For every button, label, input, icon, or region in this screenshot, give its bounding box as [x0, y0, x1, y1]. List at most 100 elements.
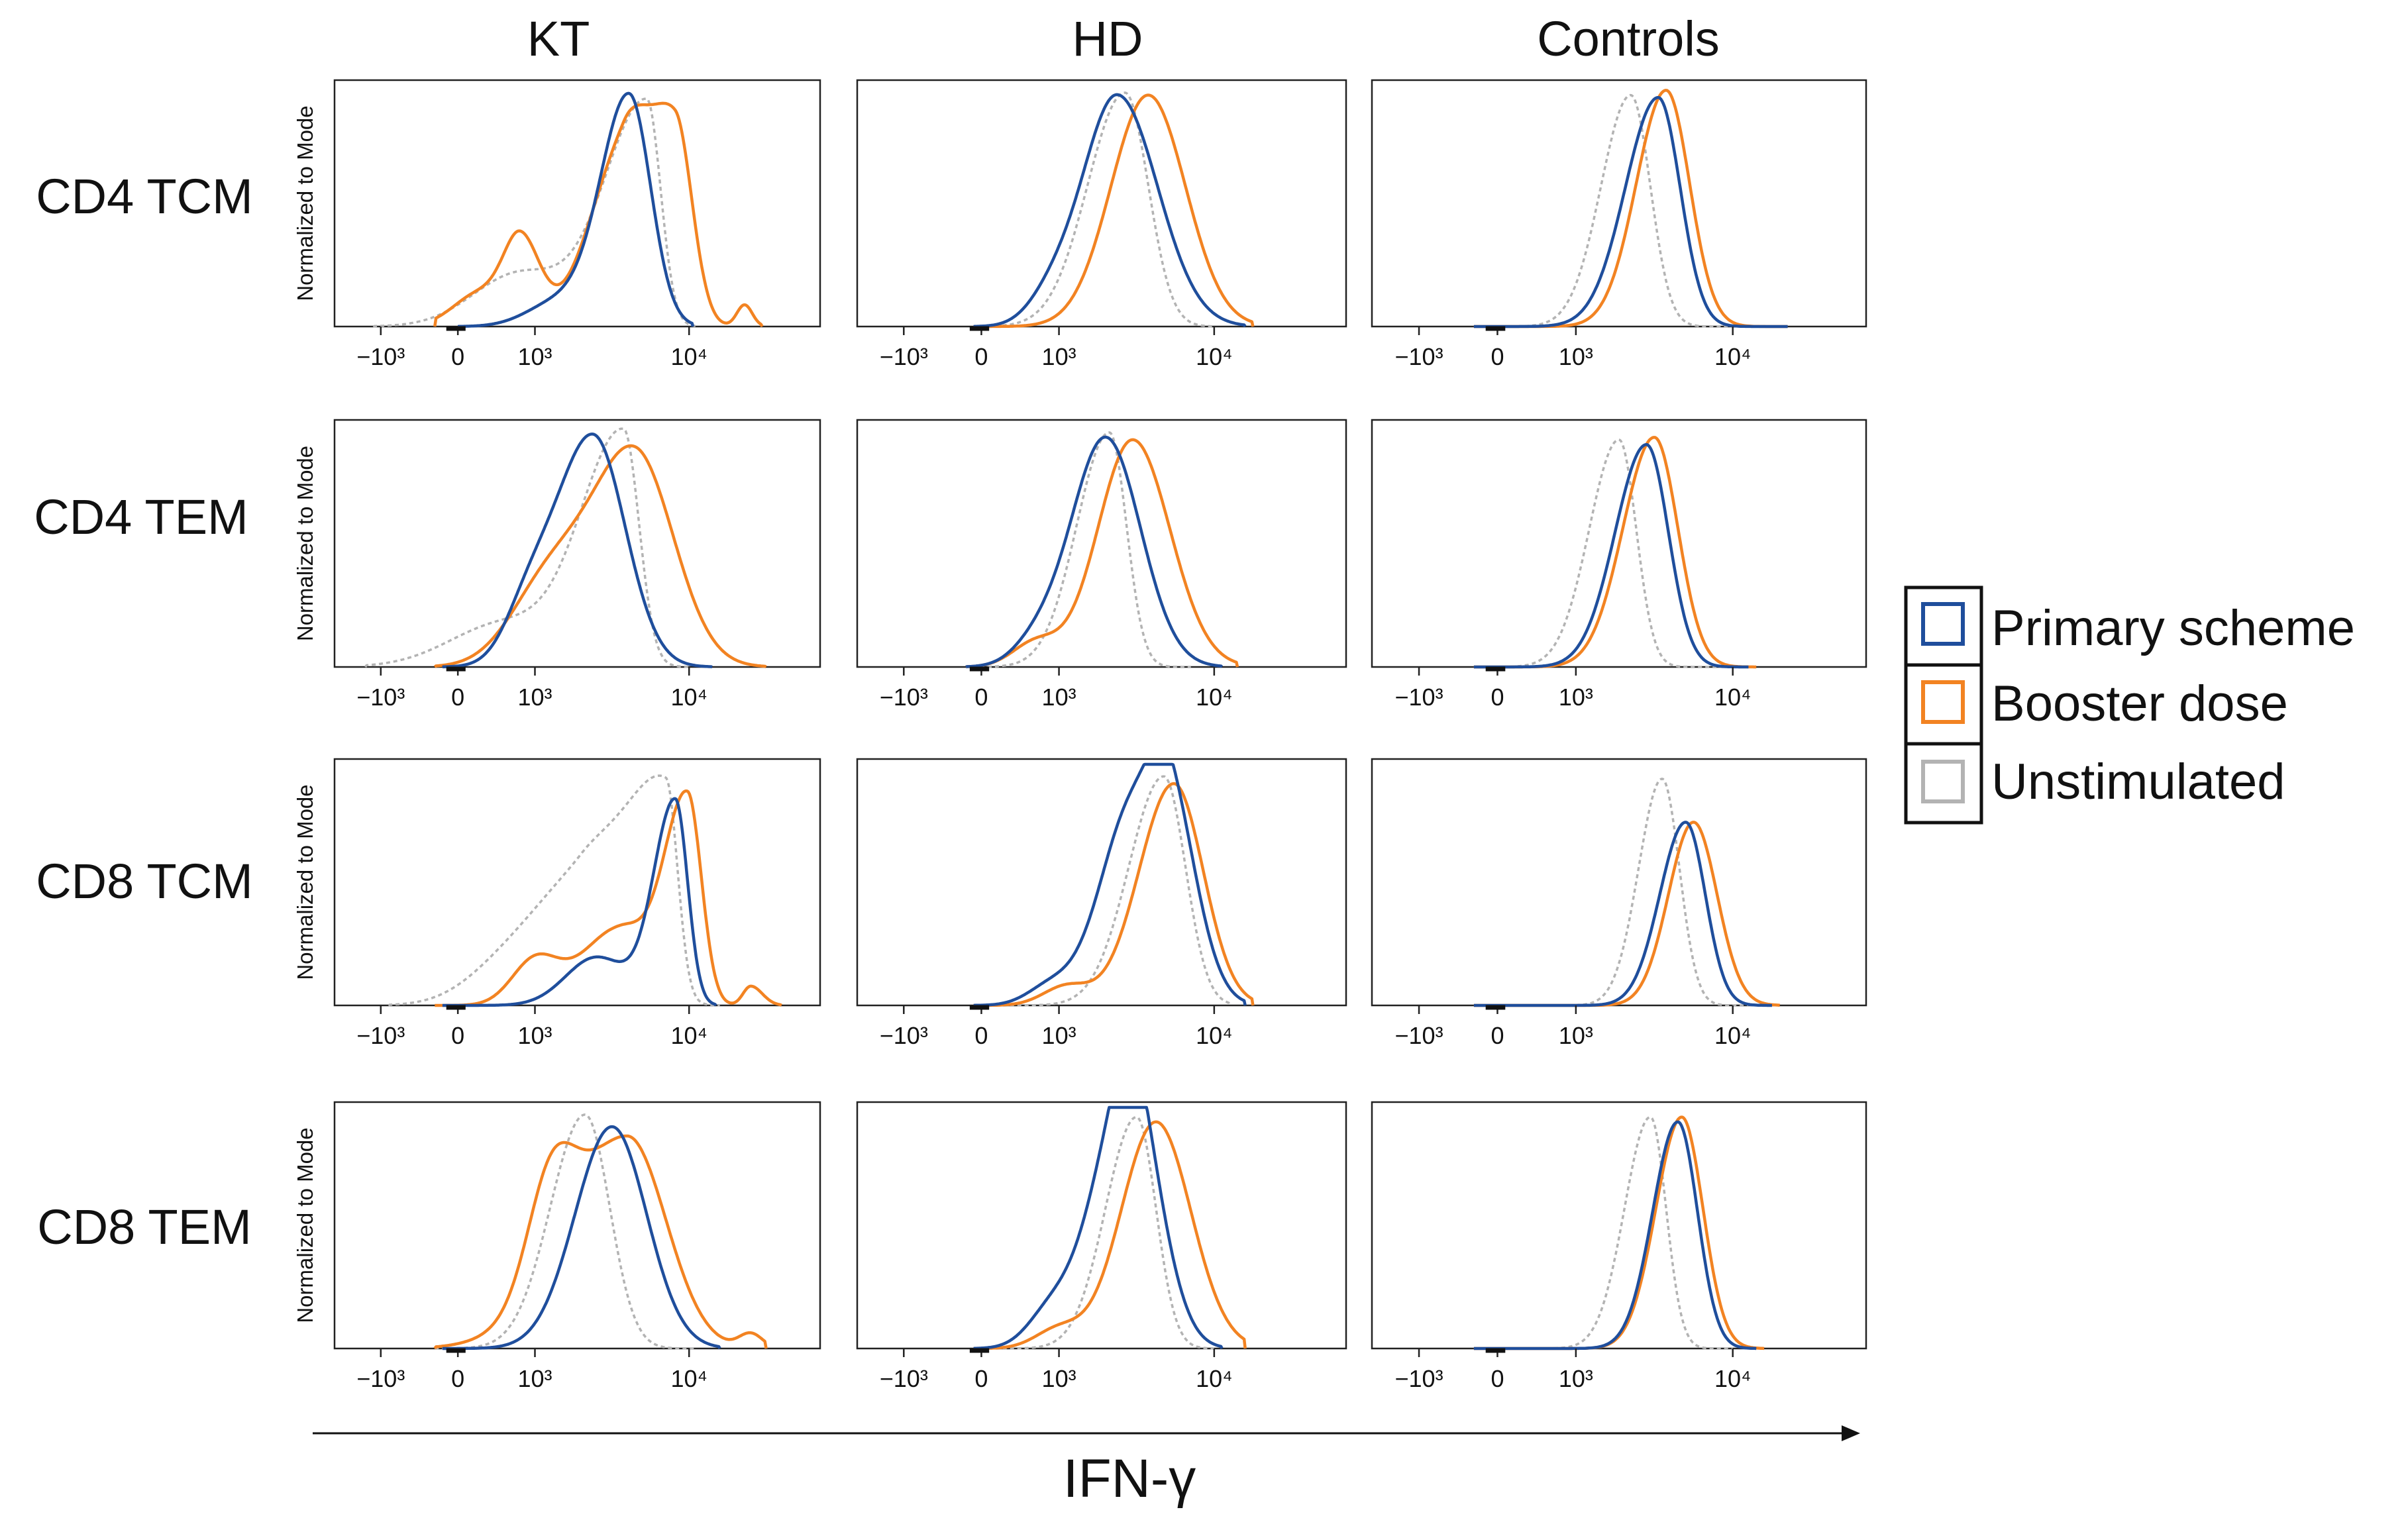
series-booster-curve — [435, 789, 782, 1007]
series-unstim-curve — [973, 91, 1215, 328]
series-primary-curve — [442, 432, 713, 669]
series-unstim-curve — [1473, 438, 1726, 668]
panel-frame — [333, 419, 821, 668]
legend-label-unstimulated: Unstimulated — [1991, 754, 2285, 810]
legend: Primary scheme Booster dose Unstimulated — [1904, 585, 2355, 825]
histogram-panel: Normalized to Mode −10³ 0 10³ 10⁴ — [293, 758, 821, 1049]
row-label-cd4-tem: CD4 TEM — [34, 489, 248, 544]
x-tick-label: 0 — [974, 343, 988, 370]
series-unstim-curve — [973, 1115, 1215, 1350]
histogram-panels: Normalized to Mode −10³ 0 10³ 10⁴ −10³ 0 10³ 10⁴… — [293, 79, 1867, 1392]
series-booster-curve — [433, 444, 767, 668]
series-unstim-curve — [388, 774, 720, 1007]
x-tick-label: 10³ — [517, 1022, 552, 1049]
row-label-cd4-tcm: CD4 TCM — [36, 169, 253, 224]
legend-swatch-primary — [1921, 602, 1965, 646]
series-primary-curve — [442, 1125, 721, 1350]
x-tick-label: 10³ — [1042, 684, 1076, 711]
series-primary-curve — [457, 91, 695, 329]
x-tick-label: −10³ — [1395, 684, 1443, 711]
series-primary-curve — [1473, 442, 1750, 669]
x-tick-label: 10³ — [517, 343, 552, 370]
histogram-panel: Normalized to Mode −10³ 0 10³ 10⁴ — [293, 1101, 821, 1392]
histogram-panel: −10³ 0 10³ 10⁴ — [856, 758, 1347, 1049]
panel-frame — [333, 79, 821, 328]
x-tick-label: 10³ — [1042, 343, 1076, 370]
x-tick-label: 0 — [974, 1022, 988, 1049]
series-booster-curve — [965, 438, 1239, 669]
histogram-panel: −10³ 0 10³ 10⁴ — [1371, 79, 1867, 370]
x-tick-label: 10³ — [1559, 343, 1593, 370]
x-tick-label: 10³ — [1559, 1365, 1593, 1392]
x-tick-label: 10³ — [1559, 684, 1593, 711]
x-tick-label: −10³ — [356, 343, 405, 370]
x-tick-label: 10⁴ — [1196, 1365, 1233, 1392]
x-tick-label: 10³ — [1559, 1022, 1593, 1049]
panel-frame — [856, 419, 1347, 668]
row-label-cd8-tcm: CD8 TCM — [36, 854, 253, 909]
histogram-panel: −10³ 0 10³ 10⁴ — [1371, 758, 1867, 1049]
x-tick-label: −10³ — [1395, 1365, 1443, 1392]
x-tick-label: 10³ — [1042, 1365, 1076, 1392]
x-tick-label: −10³ — [880, 684, 928, 711]
panel-frame — [333, 1101, 821, 1350]
y-axis-label: Normalized to Mode — [293, 1127, 317, 1323]
y-axis-label: Normalized to Mode — [293, 784, 317, 980]
x-axis-label: IFN-γ — [1063, 1449, 1196, 1509]
x-tick-label: −10³ — [880, 1365, 928, 1392]
x-tick-label: 10⁴ — [1196, 343, 1233, 370]
legend-label-booster: Booster dose — [1991, 676, 2288, 732]
panel-frame — [1371, 1101, 1867, 1350]
x-tick-label: 0 — [451, 1365, 464, 1392]
legend-label-primary: Primary scheme — [1991, 600, 2355, 656]
column-title-hd: HD — [1073, 11, 1143, 66]
x-tick-label: 10³ — [517, 1365, 552, 1392]
series-unstim-curve — [435, 1113, 698, 1350]
x-tick-label: −10³ — [1395, 1022, 1443, 1049]
x-axis-arrow-head — [1842, 1425, 1860, 1441]
histogram-panel: −10³ 0 10³ 10⁴ — [856, 79, 1347, 370]
x-tick-label: 10⁴ — [670, 684, 707, 711]
series-primary-curve — [442, 797, 717, 1007]
row-label-cd8-tem: CD8 TEM — [37, 1199, 251, 1254]
series-primary-curve — [1473, 1120, 1757, 1350]
y-axis-label: Normalized to Mode — [293, 446, 317, 641]
x-tick-label: 0 — [451, 684, 464, 711]
series-primary-curve — [1473, 95, 1789, 329]
series-primary-curve — [1473, 821, 1773, 1007]
column-title-kt: KT — [527, 11, 590, 66]
histogram-panel: −10³ 0 10³ 10⁴ — [1371, 419, 1867, 711]
legend-swatch-unstimulated — [1921, 760, 1965, 803]
x-tick-label: 10³ — [517, 684, 552, 711]
histogram-panel: Normalized to Mode −10³ 0 10³ 10⁴ — [293, 79, 821, 370]
series-primary-curve — [973, 93, 1247, 329]
series-primary-curve — [972, 1105, 1224, 1350]
legend-swatch-booster — [1921, 680, 1965, 724]
x-tick-label: 10⁴ — [1196, 1022, 1233, 1049]
x-tick-label: 10⁴ — [1714, 343, 1752, 370]
x-tick-label: 0 — [1491, 343, 1504, 370]
x-tick-label: 10⁴ — [670, 1365, 707, 1392]
series-unstim-curve — [965, 431, 1192, 668]
histogram-panel: Normalized to Mode −10³ 0 10³ 10⁴ — [293, 419, 821, 711]
x-tick-label: 0 — [451, 1022, 464, 1049]
series-booster-curve — [433, 1134, 768, 1350]
x-tick-label: 0 — [451, 343, 464, 370]
series-booster-curve — [973, 782, 1255, 1007]
x-tick-label: 0 — [1491, 684, 1504, 711]
x-tick-label: 0 — [974, 1365, 988, 1392]
legend-frame — [1904, 585, 1983, 825]
series-primary-curve — [965, 435, 1224, 669]
series-booster-curve — [973, 93, 1255, 329]
column-title-controls: Controls — [1537, 11, 1720, 66]
series-primary-curve — [973, 762, 1247, 1007]
histogram-panel: −10³ 0 10³ 10⁴ — [1371, 1101, 1867, 1392]
x-tick-label: −10³ — [1395, 343, 1443, 370]
x-tick-label: 0 — [974, 684, 988, 711]
y-axis-label: Normalized to Mode — [293, 105, 317, 301]
x-tick-label: −10³ — [356, 1365, 405, 1392]
x-tick-label: 10⁴ — [1714, 1022, 1752, 1049]
x-tick-label: −10³ — [880, 343, 928, 370]
x-tick-label: 10⁴ — [1714, 684, 1752, 711]
